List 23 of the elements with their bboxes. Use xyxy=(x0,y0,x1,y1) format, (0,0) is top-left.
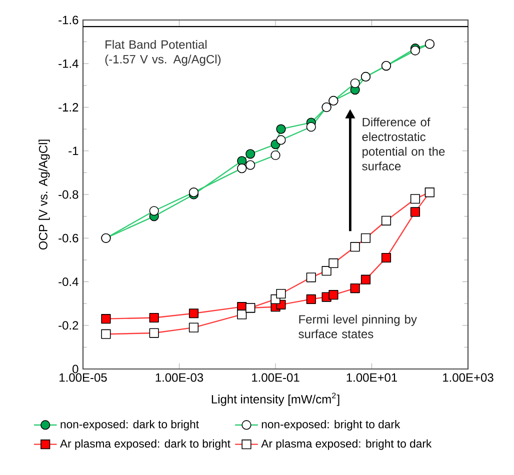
x-tick-label: 1.00E-01 xyxy=(252,373,300,382)
y-tick-label: 0 xyxy=(72,364,78,374)
x-tick-label: 1.00E-03 xyxy=(156,373,204,382)
y-axis-title: OCP [V vs. Ag/AgCl] xyxy=(38,140,50,250)
annotation: Fermi level pinning by surface states xyxy=(298,314,417,338)
y-tick-label: -1.4 xyxy=(58,59,78,68)
x-tick-label: 1.00E+01 xyxy=(346,373,398,382)
legend-label: Ar plasma exposed: dark to bright xyxy=(60,439,230,450)
annotation: Difference of electrostatic potential on the surface xyxy=(362,118,445,170)
x-tick-label: 1.00E-05 xyxy=(60,373,107,382)
legend-label: non-exposed: dark to bright xyxy=(60,420,199,431)
x-tick-label: 1.00E+03 xyxy=(443,373,494,382)
y-tick-label: -0.6 xyxy=(58,234,78,242)
y-tick-label: -0.4 xyxy=(58,278,78,286)
y-tick-label: -1.6 xyxy=(58,16,78,24)
y-tick-label: -1 xyxy=(68,146,78,156)
x-axis-title: Light intensity [mW/cm$^{2}$] xyxy=(212,392,340,406)
ref-line-label: Flat Band Potential (-1.57 V vs. Ag/AgCl) xyxy=(105,40,221,66)
y-tick-label: -0.8 xyxy=(58,190,78,199)
y-tick-label: -1.2 xyxy=(58,103,78,112)
legend-label: non-exposed: bright to dark xyxy=(262,420,400,431)
y-tick-label: -0.2 xyxy=(58,321,78,330)
legend-label: Ar plasma exposed: bright to dark xyxy=(261,439,432,450)
